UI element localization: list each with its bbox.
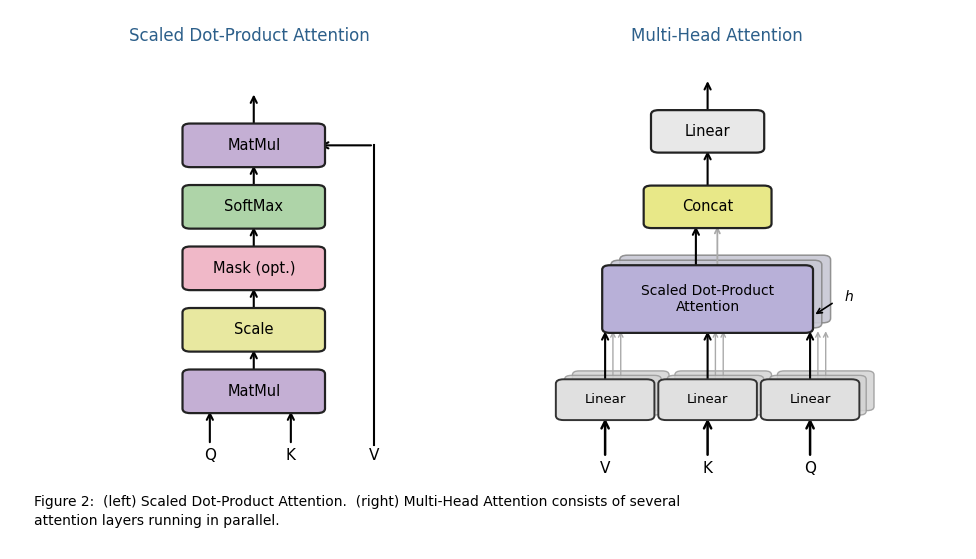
- Text: Linear: Linear: [687, 393, 728, 406]
- FancyBboxPatch shape: [611, 260, 822, 328]
- FancyBboxPatch shape: [572, 371, 670, 410]
- Text: Q: Q: [804, 461, 816, 476]
- FancyBboxPatch shape: [183, 308, 325, 352]
- Text: V: V: [600, 461, 610, 476]
- Text: Linear: Linear: [790, 393, 831, 406]
- Text: Scale: Scale: [234, 323, 273, 337]
- Text: Scaled Dot-Product
Attention: Scaled Dot-Product Attention: [641, 284, 774, 314]
- Text: Mask (opt.): Mask (opt.): [213, 261, 295, 276]
- Text: Scaled Dot-Product Attention: Scaled Dot-Product Attention: [129, 27, 369, 45]
- FancyBboxPatch shape: [770, 376, 867, 415]
- FancyBboxPatch shape: [644, 186, 772, 228]
- FancyBboxPatch shape: [183, 369, 325, 413]
- Text: MatMul: MatMul: [227, 384, 280, 399]
- FancyBboxPatch shape: [183, 185, 325, 229]
- Text: K: K: [286, 448, 296, 462]
- FancyBboxPatch shape: [651, 110, 764, 153]
- FancyBboxPatch shape: [556, 380, 655, 420]
- Text: Q: Q: [204, 448, 216, 462]
- FancyBboxPatch shape: [602, 265, 813, 333]
- Text: Linear: Linear: [585, 393, 626, 406]
- Text: h: h: [844, 290, 853, 305]
- FancyBboxPatch shape: [778, 371, 874, 410]
- FancyBboxPatch shape: [675, 371, 772, 410]
- FancyBboxPatch shape: [761, 380, 859, 420]
- Text: Figure 2:  (left) Scaled Dot-Product Attention.  (right) Multi-Head Attention co: Figure 2: (left) Scaled Dot-Product Atte…: [34, 495, 680, 528]
- FancyBboxPatch shape: [620, 255, 831, 323]
- FancyBboxPatch shape: [668, 376, 764, 415]
- Text: K: K: [703, 461, 712, 476]
- FancyBboxPatch shape: [564, 376, 662, 415]
- Text: SoftMax: SoftMax: [224, 200, 283, 214]
- Text: V: V: [369, 448, 379, 462]
- Text: Concat: Concat: [682, 200, 733, 214]
- FancyBboxPatch shape: [183, 247, 325, 290]
- Text: Linear: Linear: [685, 124, 730, 139]
- Text: MatMul: MatMul: [227, 138, 280, 153]
- FancyBboxPatch shape: [659, 380, 757, 420]
- Text: Multi-Head Attention: Multi-Head Attention: [631, 27, 803, 45]
- FancyBboxPatch shape: [183, 124, 325, 167]
